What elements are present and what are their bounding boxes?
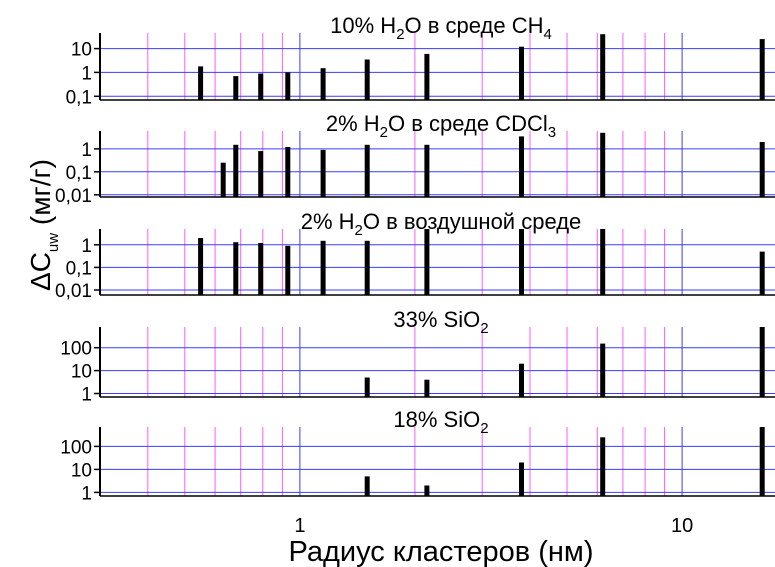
bar <box>198 238 204 295</box>
bar <box>759 39 765 100</box>
bar <box>285 72 291 100</box>
bar <box>424 53 430 100</box>
chart-panel-2: 0,010,11 2% H2O в среде CDCl3 <box>55 111 775 207</box>
y-tick-label: 1 <box>81 385 92 406</box>
panel-title: 18% SiO2 <box>393 407 488 437</box>
bar <box>519 229 524 295</box>
bar <box>519 462 524 496</box>
panel-title: 2% H2O в воздушной среде <box>301 209 582 239</box>
y-tick-label: 0,01 <box>55 186 92 207</box>
bar <box>600 343 606 397</box>
bar <box>364 59 370 100</box>
chart-panel-1: 0,1 110 10% H2O в среде CH4 <box>66 13 775 108</box>
bar <box>198 66 204 100</box>
y-tick-label: 0,01 <box>55 281 92 302</box>
bar <box>364 240 370 295</box>
bar <box>759 327 765 397</box>
panel-title: 2% H2O в среде CDCl3 <box>326 111 556 141</box>
bar <box>519 136 524 197</box>
bar <box>600 437 606 496</box>
bar <box>364 476 370 496</box>
bar <box>600 34 606 101</box>
y-axis-label: ΔCuw (мг/г) <box>25 159 62 291</box>
chart-panel-3: 0,010,11 2% H2O в воздушной среде <box>55 209 775 302</box>
bar <box>258 243 264 295</box>
bar <box>233 76 239 100</box>
y-tick-label: 1 <box>81 236 92 257</box>
bar <box>600 229 606 295</box>
bar <box>600 132 606 197</box>
bar <box>759 427 765 496</box>
bar <box>759 142 765 197</box>
bar <box>519 46 524 100</box>
bar <box>320 149 326 197</box>
x-tick-labels: 1 10 <box>294 515 693 537</box>
x-axis-label: Радиус кластеров (нм) <box>289 536 594 567</box>
bar <box>285 245 291 295</box>
y-tick-label: 100 <box>60 339 92 360</box>
y-tick-label: 1 <box>81 483 92 504</box>
y-tick-label: 10 <box>71 362 92 383</box>
bar <box>320 68 326 100</box>
bar <box>424 144 430 197</box>
x-tick-label: 1 <box>294 515 305 537</box>
y-tick-label: 10 <box>71 40 92 61</box>
y-tick-label: 1 <box>81 140 92 161</box>
bar <box>424 229 430 295</box>
y-tick-label: 0,1 <box>66 258 92 279</box>
bar <box>759 251 765 295</box>
bar <box>233 144 239 197</box>
bar <box>258 151 264 197</box>
bar <box>233 242 239 295</box>
bar <box>320 240 326 295</box>
panel-title: 10% H2O в среде CH4 <box>330 13 552 43</box>
bar <box>258 73 264 100</box>
bar <box>519 363 524 397</box>
y-tick-label: 100 <box>60 437 92 458</box>
y-tick-label: 1 <box>81 63 92 84</box>
y-tick-label: 0,1 <box>66 87 92 108</box>
x-tick-label: 10 <box>671 515 693 537</box>
y-tick-label: 10 <box>71 460 92 481</box>
bar <box>424 485 430 496</box>
bar <box>364 377 370 397</box>
bar <box>424 379 430 397</box>
y-tick-label: 0,1 <box>66 163 92 184</box>
panel-title: 33% SiO2 <box>393 307 488 337</box>
bar <box>364 144 370 197</box>
bar <box>220 162 226 197</box>
bar <box>285 147 291 197</box>
